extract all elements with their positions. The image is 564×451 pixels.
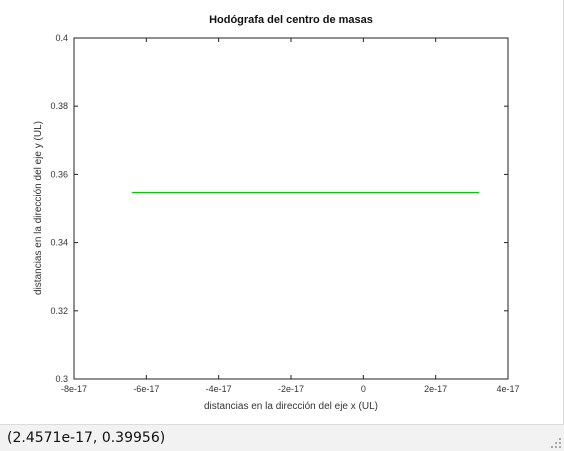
x-tick-label: 0 <box>361 384 366 394</box>
y-tick-label: 0.36 <box>50 169 68 179</box>
axes-frame <box>73 37 509 380</box>
y-tick-label: 0.34 <box>50 238 68 248</box>
x-tick-label: -4e-17 <box>206 384 232 394</box>
x-axis-label: distancias en la dirección del eje x (UL… <box>204 401 378 412</box>
x-tick-label: -8e-17 <box>61 384 87 394</box>
y-tick-label: 0.4 <box>55 33 68 43</box>
y-tick-label: 0.32 <box>50 306 68 316</box>
cursor-coordinates-readout: (2.4571e-17, 0.39956) <box>7 430 166 446</box>
status-bar: (2.4571e-17, 0.39956) <box>0 424 564 451</box>
x-tick-label: -2e-17 <box>278 384 304 394</box>
resize-grip-icon[interactable] <box>550 437 562 449</box>
y-tick-label: 0.3 <box>55 374 68 384</box>
x-tick-label: 4e-17 <box>496 384 519 394</box>
y-axis-label: distancias en la dirección del eje y (UL… <box>33 121 44 295</box>
y-tick-label: 0.38 <box>50 101 68 111</box>
x-tick-label: -6e-17 <box>133 384 159 394</box>
chart-title: Hodógrafa del centro de masas <box>209 14 373 26</box>
x-tick-label: 2e-17 <box>424 384 447 394</box>
ticks-layer: -8e-17 -6e-17 -4e-17 -2e-17 0 2e-17 4e-17 0.3 0.… <box>50 33 519 394</box>
plot-canvas[interactable]: Hodógrafa del centro de masas -8e-17 -6e-… <box>0 0 564 424</box>
